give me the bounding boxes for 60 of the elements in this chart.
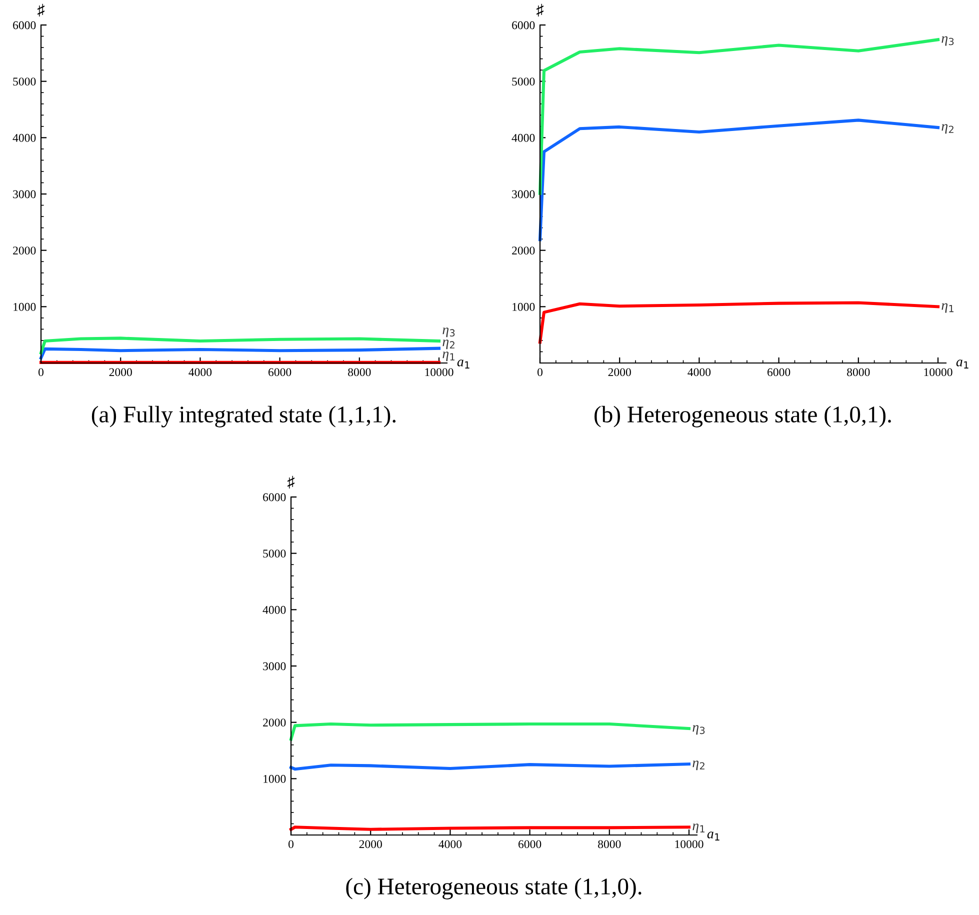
line-series [39,346,441,360]
text: (a) Fully integrated state (1,1,1). [92,406,396,428]
x-tick-label: 0 [38,368,44,376]
y-tick-label: 1000 [264,774,286,783]
y-tick-label: 6000 [13,21,36,30]
text: (c) Heterogeneous state (1,1,0). [346,878,642,900]
x-axis-title: a$_{1}$ [707,832,720,840]
x-tick-label: 6000 [268,368,292,376]
y-axis-title: ♯ [536,4,544,16]
x-tick-label: 6000 [768,368,790,376]
x-tick-label: 4000 [188,368,212,376]
x-tick-label: 2000 [608,368,631,376]
y-tick-label: 3000 [13,190,36,198]
y-tick-label: 5000 [512,78,535,86]
x-tick-label: 6000 [518,840,542,848]
x-tick-label: 8000 [598,840,621,848]
series-label: η$_{3}$ [442,328,455,338]
y-axis-title: ♯ [38,4,44,16]
line-series [538,118,940,242]
x-tick-label: 2000 [359,840,382,848]
series-label: η$_{2}$ [692,760,704,770]
y-tick-label: 5000 [13,78,36,86]
line-series [39,336,441,354]
y-tick-label: 5000 [263,550,286,558]
y-tick-label: 2000 [512,246,535,255]
line-series [538,301,940,344]
x-tick-label: 0 [288,840,294,848]
x-tick-label: 2000 [109,368,132,376]
y-tick-label: 4000 [512,134,535,142]
series-label: η$_{1}$ [442,352,454,362]
y-axis-title: ♯ [288,476,294,488]
series-label: η$_{3}$ [942,36,954,46]
x-tick-label: 10000 [425,368,454,376]
y-tick-label: 3000 [263,662,286,670]
x-axis-title: a$_{1}$ [457,360,470,368]
x-axis-title: a$_{1}$ [956,360,968,368]
x-tick-label: 4000 [438,840,462,848]
y-tick-label: 2000 [263,718,286,727]
y-tick-label: 2000 [13,246,36,255]
line-series [289,722,691,741]
y-tick-label: 6000 [512,21,535,30]
x-tick-label: 4000 [688,368,711,376]
y-tick-label: 1000 [14,302,36,311]
y-tick-label: 3000 [512,190,535,198]
x-tick-label: 0 [538,368,542,376]
x-tick-label: 8000 [348,368,371,376]
series-label: η$_{2}$ [442,340,454,350]
text: (b) Heterogeneous state (1,0,1). [594,406,891,428]
y-tick-label: 4000 [12,134,36,142]
x-tick-label: 10000 [675,840,704,848]
x-tick-label: 10000 [924,368,952,376]
series-label: η$_{3}$ [692,725,705,735]
series-label: η$_{1}$ [942,303,954,313]
series-label: η$_{1}$ [692,824,704,834]
y-tick-label: 1000 [512,302,535,311]
y-tick-label: 6000 [263,493,286,502]
series-label: η$_{2}$ [942,124,954,134]
x-tick-label: 8000 [847,368,870,376]
line-series [538,38,940,195]
y-tick-label: 4000 [262,606,286,614]
